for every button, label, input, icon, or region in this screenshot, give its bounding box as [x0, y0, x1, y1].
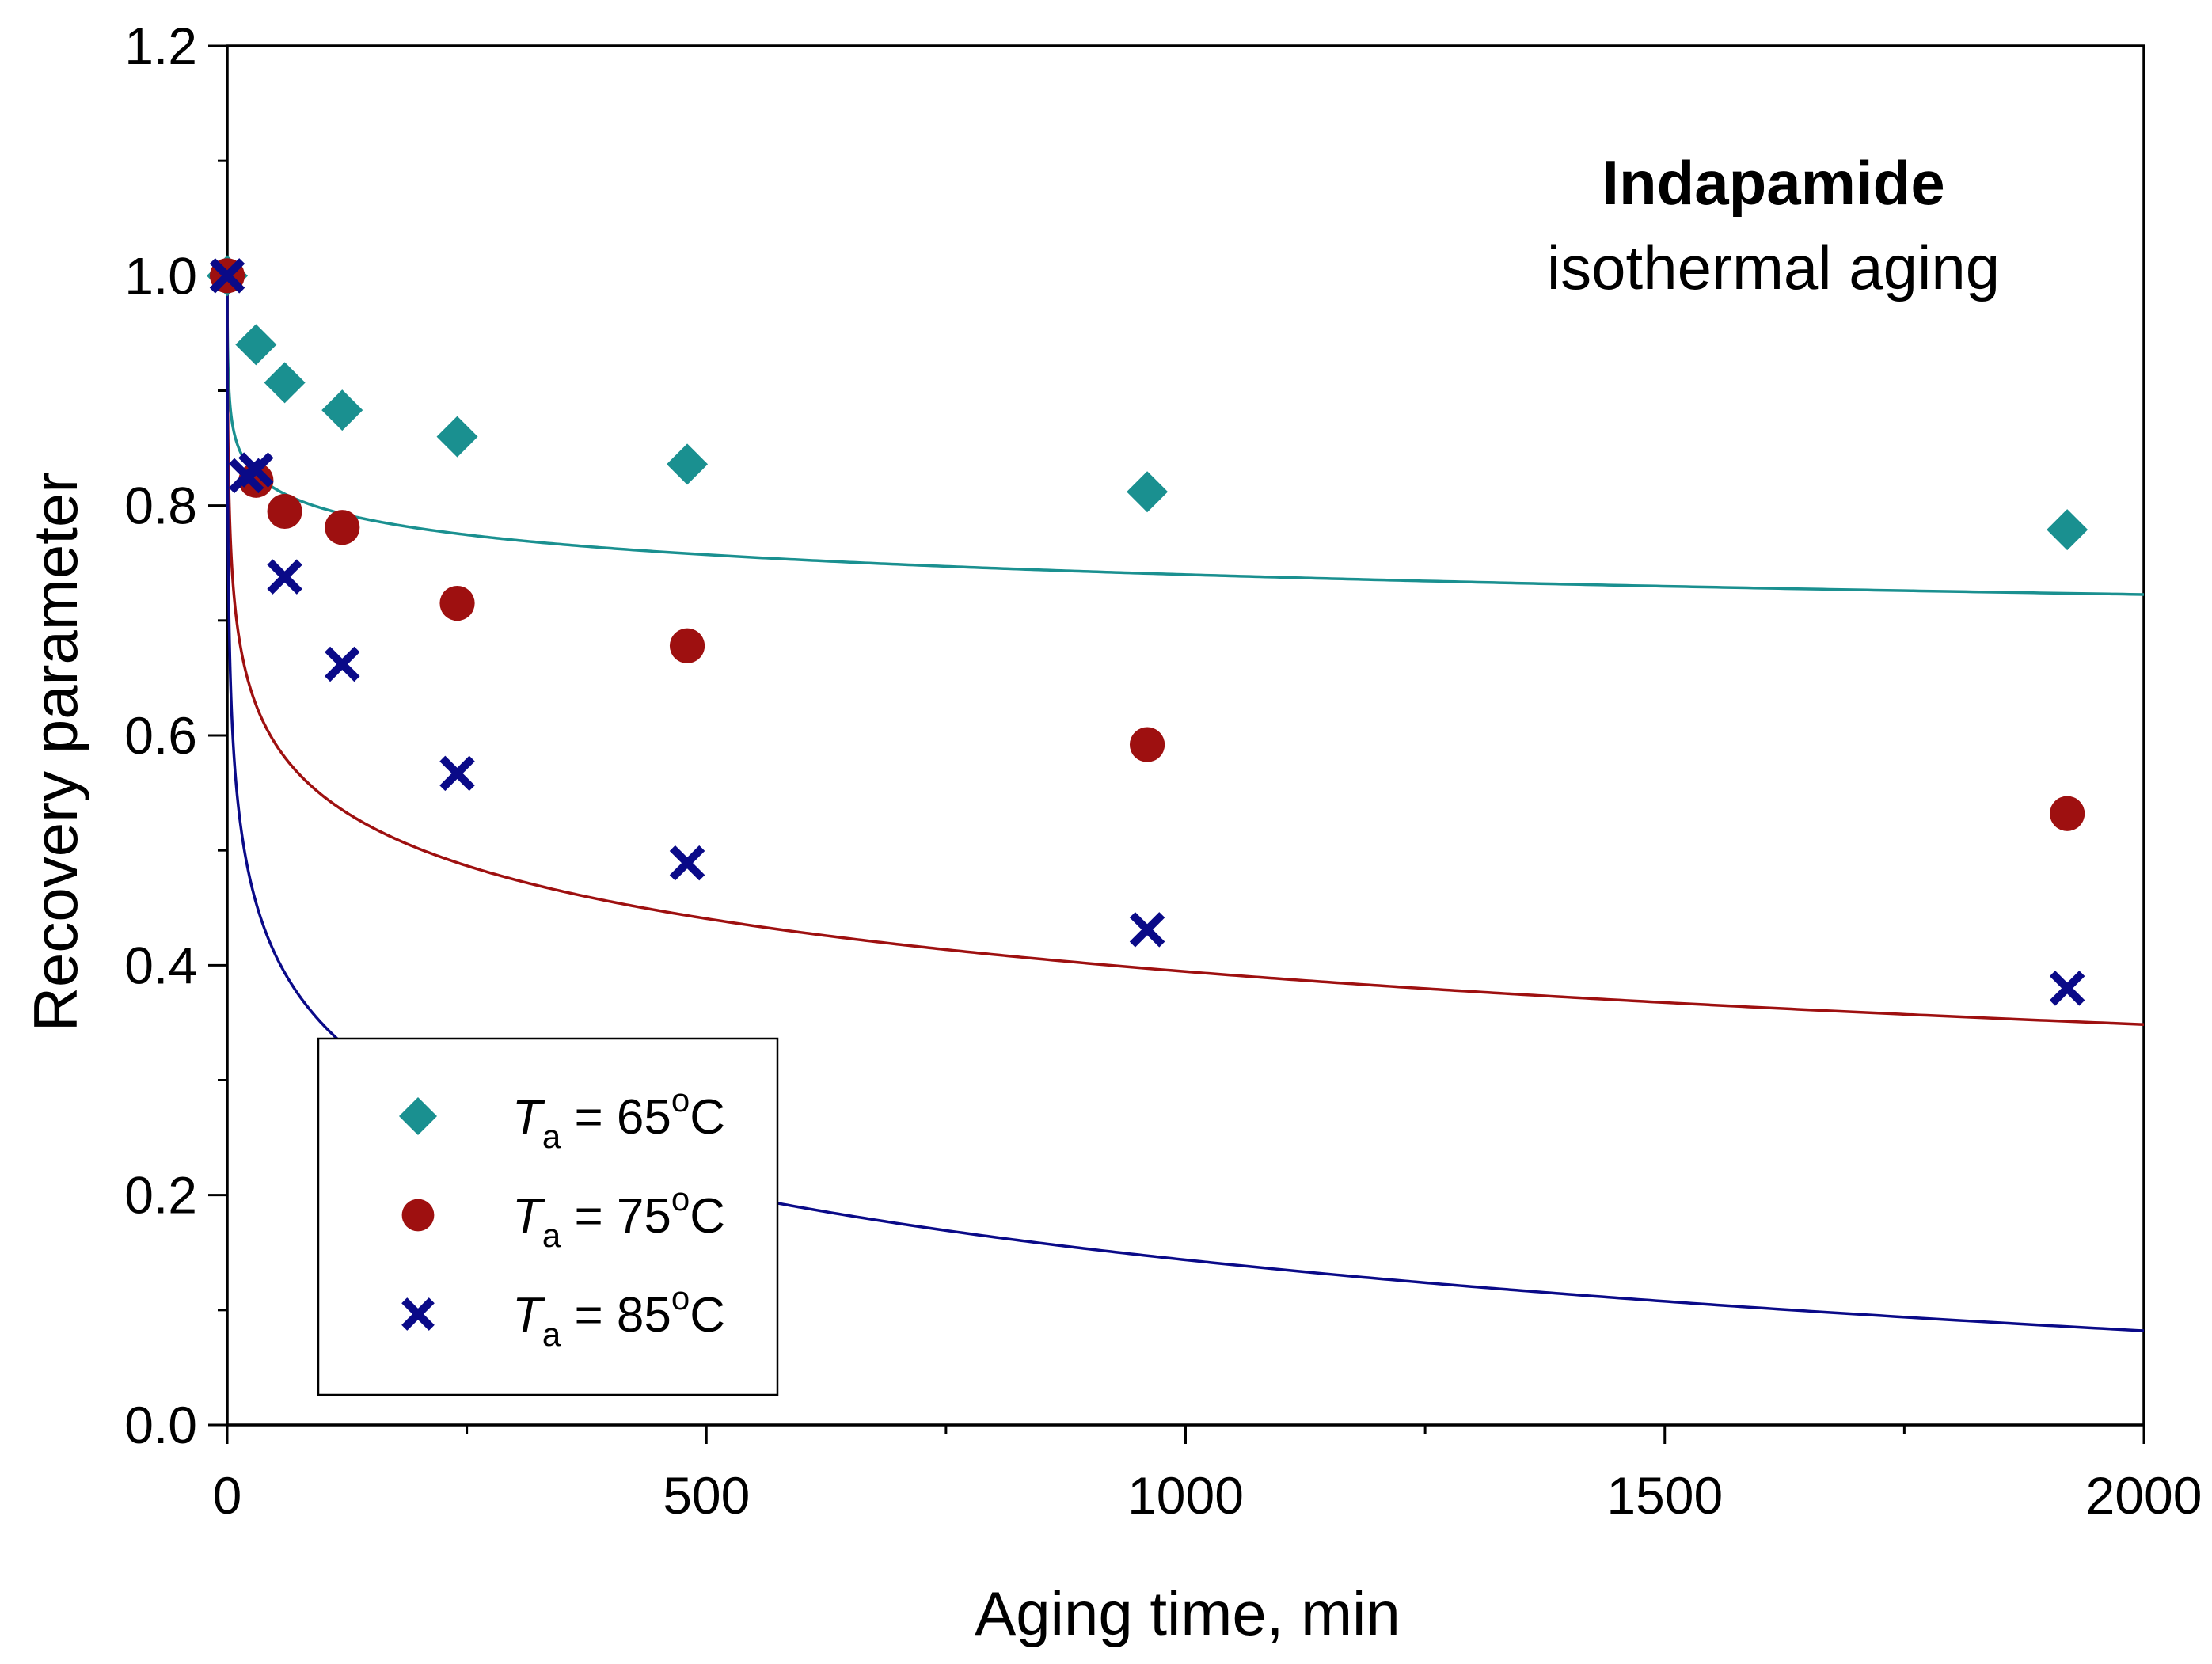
data-markers — [207, 255, 2088, 1006]
fit-line-2 — [226, 275, 2145, 1026]
legend-marker-3 — [401, 1297, 435, 1331]
data-point-series-3 — [267, 559, 302, 595]
x-axis-label: Aging time, min — [975, 1579, 1401, 1648]
y-axis-label: Recovery parameter — [21, 473, 90, 1032]
y-tick-label: 0.0 — [124, 1396, 197, 1454]
y-tick-label: 0.4 — [124, 936, 197, 994]
data-point-series-3 — [1129, 912, 1165, 948]
x-tick-label: 1000 — [1127, 1466, 1244, 1525]
legend-marker-2 — [401, 1199, 435, 1232]
data-point-series-2 — [325, 510, 360, 545]
y-tick-label: 1.2 — [124, 17, 197, 75]
y-tick-label: 0.6 — [124, 706, 197, 765]
legend-label-1: Ta = 65oC — [512, 1081, 725, 1155]
ticks: 0.0 0.2 0.4 0.6 0.8 1.0 1.2 0 500 1000 1500 2000 — [124, 17, 2202, 1525]
legend-marker-1 — [399, 1097, 437, 1135]
data-point-series-3 — [209, 258, 245, 294]
data-point-series-1 — [264, 362, 306, 404]
data-point-series-1 — [1127, 471, 1169, 513]
x-tick-label: 2000 — [2086, 1466, 2202, 1525]
x-tick-label: 500 — [663, 1466, 750, 1525]
data-point-series-3 — [2049, 971, 2085, 1006]
y-tick-label: 0.2 — [124, 1166, 197, 1225]
data-point-series-2 — [267, 493, 302, 530]
data-point-series-1 — [436, 416, 478, 458]
legend-box — [317, 1037, 779, 1396]
data-point-series-3 — [238, 452, 274, 488]
legend-label-3: Ta = 85oC — [512, 1279, 725, 1353]
data-point-series-2 — [439, 585, 475, 621]
data-point-series-3 — [669, 845, 705, 881]
data-point-series-3 — [439, 755, 475, 792]
data-point-series-2 — [2050, 796, 2085, 831]
chart-subtitle: isothermal aging — [1547, 233, 2000, 302]
y-tick-label: 0.8 — [124, 477, 197, 535]
x-tick-label: 0 — [213, 1466, 242, 1525]
chart-title: Indapamide — [1602, 148, 1944, 218]
data-point-series-3 — [325, 646, 360, 682]
data-point-series-2 — [669, 628, 705, 663]
data-point-series-2 — [1129, 727, 1165, 762]
legend: Ta = 65oC Ta = 75oC Ta = 85oC — [317, 1037, 779, 1396]
legend-label-2: Ta = 75oC — [512, 1180, 725, 1254]
x-tick-label: 1500 — [1606, 1466, 1723, 1525]
data-point-series-1 — [235, 324, 277, 366]
data-point-series-1 — [2047, 509, 2088, 551]
data-point-series-1 — [667, 443, 709, 485]
data-point-series-1 — [321, 389, 363, 431]
y-tick-label: 1.0 — [124, 246, 197, 305]
